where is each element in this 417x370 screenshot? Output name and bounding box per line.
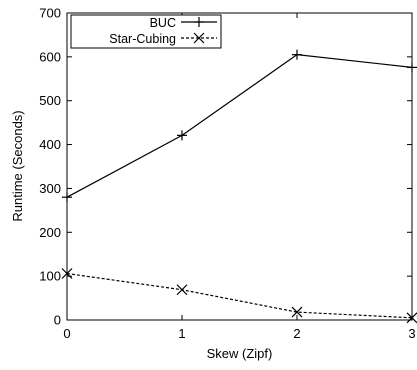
y-axis-label: Runtime (Seconds) (10, 110, 25, 221)
legend: BUC Star-Cubing (70, 14, 222, 49)
legend-box (70, 14, 222, 49)
x-axis-label: Skew (Zipf) (207, 346, 273, 361)
y-tick-label: 300 (39, 181, 61, 196)
y-axis: 0 100 200 300 400 500 600 700 (39, 6, 412, 328)
plot-area-border (66, 12, 413, 321)
y-tick-label: 200 (39, 225, 61, 240)
data-point-star-cubing (406, 312, 417, 324)
data-point-star-cubing (291, 306, 303, 318)
plot-frame (66, 12, 413, 321)
series-line-buc (66, 54, 413, 198)
data-point-star-cubing (176, 284, 188, 296)
data-point-star-cubing (61, 268, 73, 279)
y-tick-label: 100 (39, 269, 61, 284)
series-line-star-cubing (66, 272, 413, 319)
x-tick-label: 2 (293, 326, 300, 341)
legend-label-buc: BUC (150, 16, 176, 30)
y-tick-label: 600 (39, 49, 61, 64)
x-tick-label: 1 (178, 326, 185, 341)
y-tick-label: 700 (39, 6, 61, 21)
x-tick-label: 0 (63, 326, 70, 341)
legend-marker-star-cubing (193, 32, 205, 44)
legend-samples (181, 17, 217, 44)
y-tick-label: 500 (39, 93, 61, 108)
y-tick-label: 0 (54, 313, 61, 328)
x-tick-label: 3 (408, 326, 415, 341)
y-tick-label: 400 (39, 137, 61, 152)
series-layer (61, 49, 417, 324)
legend-label-star-cubing: Star-Cubing (109, 32, 176, 46)
